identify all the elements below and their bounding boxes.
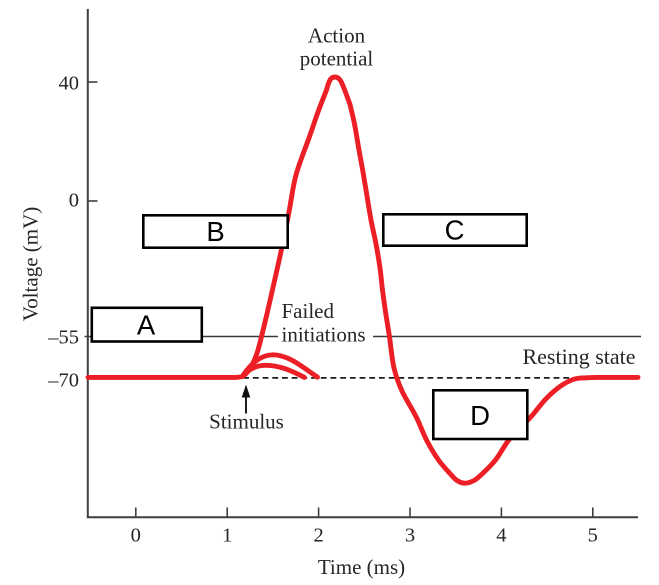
svg-text:40: 40 xyxy=(59,73,80,95)
svg-text:potential: potential xyxy=(300,47,374,71)
svg-text:B: B xyxy=(206,216,224,247)
svg-text:–70: –70 xyxy=(47,370,79,392)
svg-text:2: 2 xyxy=(313,525,323,547)
svg-text:A: A xyxy=(137,310,156,341)
svg-text:Failed: Failed xyxy=(282,299,335,323)
svg-text:–55: –55 xyxy=(47,327,79,349)
svg-text:0: 0 xyxy=(69,190,79,212)
svg-text:4: 4 xyxy=(496,525,506,547)
svg-text:Time (ms): Time (ms) xyxy=(318,555,405,579)
svg-text:D: D xyxy=(470,400,490,431)
svg-text:1: 1 xyxy=(222,525,232,547)
svg-text:C: C xyxy=(445,215,465,246)
svg-text:5: 5 xyxy=(588,525,598,547)
svg-text:3: 3 xyxy=(405,525,415,547)
svg-text:Stimulus: Stimulus xyxy=(209,410,284,434)
svg-text:initiations: initiations xyxy=(282,323,366,347)
svg-text:Voltage (mV): Voltage (mV) xyxy=(19,207,43,322)
svg-text:Action: Action xyxy=(308,24,366,48)
svg-text:Resting state: Resting state xyxy=(522,344,635,369)
svg-text:0: 0 xyxy=(131,525,141,547)
